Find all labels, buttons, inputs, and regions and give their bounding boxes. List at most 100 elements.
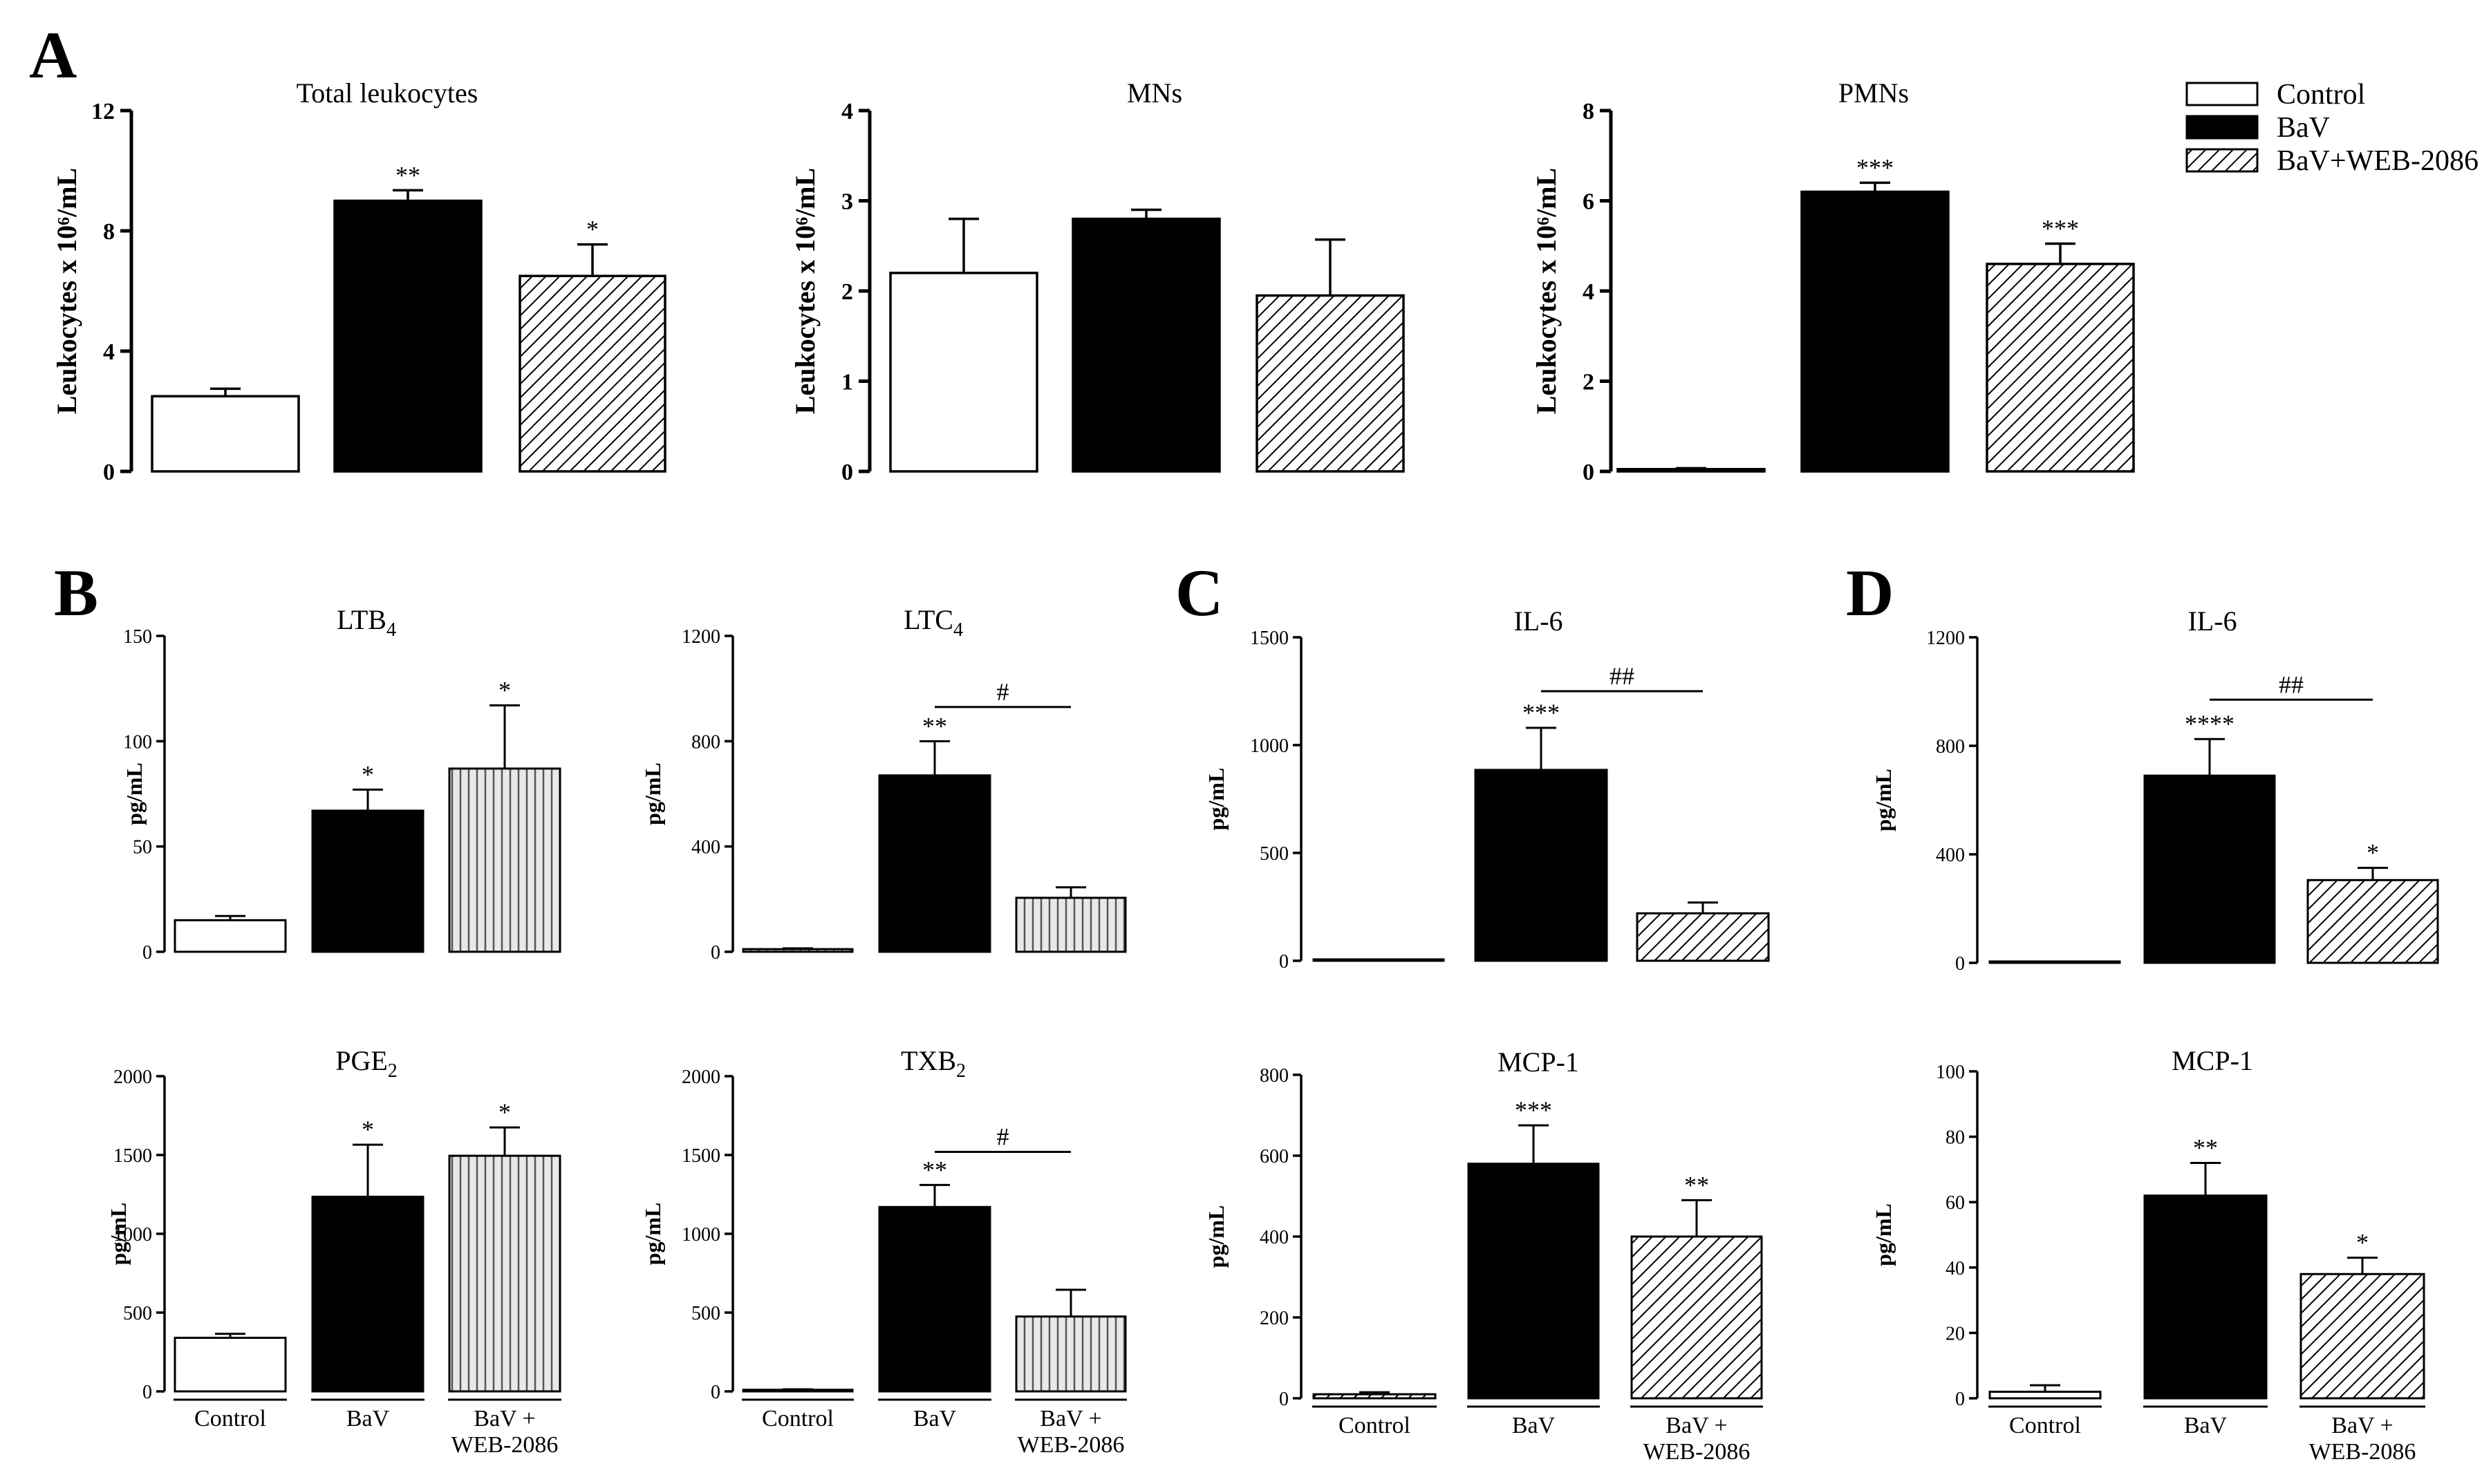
significance-marker: ** (1684, 1171, 1709, 1199)
bar-control (151, 395, 300, 473)
significance-marker: * (362, 1116, 374, 1143)
chart-title: MCP-1 (2172, 1045, 2253, 1076)
y-tick-label: 800 (1936, 736, 1965, 758)
y-tick-label: 20 (1946, 1323, 1965, 1344)
bar-bav (1800, 190, 1950, 473)
bracket-label: # (997, 1123, 1009, 1150)
y-axis-label: pg/mL (1871, 769, 1896, 832)
category-label: Control (194, 1406, 266, 1431)
category-label: BaV (1512, 1413, 1556, 1438)
significance-marker: * (498, 677, 511, 704)
y-tick-label: 600 (1260, 1146, 1289, 1167)
category-label: WEB-2086 (1018, 1432, 1125, 1458)
y-tick-label: 4 (1583, 279, 1594, 305)
y-tick-label: 1 (841, 370, 853, 395)
y-tick-label: 400 (1936, 845, 1965, 866)
y-tick-label: 0 (103, 460, 115, 485)
legend-item-bav-web: BaV+WEB-2086 (2185, 145, 2479, 177)
y-tick-label: 1500 (113, 1145, 152, 1167)
significance-marker: *** (1856, 153, 1894, 181)
bar-bav-web-2086 (448, 1154, 561, 1393)
category-label: BaV + (1665, 1413, 1727, 1438)
legend-label-bav-web: BaV+WEB-2086 (2277, 145, 2479, 177)
y-tick-label: 0 (1279, 951, 1289, 973)
bar-control (174, 1336, 287, 1393)
y-tick-label: 2 (1583, 370, 1594, 395)
chart-title: MNs (1127, 77, 1182, 109)
chart-title: Total leukocytes (297, 77, 478, 109)
category-label: Control (1338, 1413, 1410, 1438)
significance-marker: * (586, 216, 599, 243)
category-label: BaV + (474, 1406, 535, 1431)
chart-title: IL-6 (2187, 605, 2237, 637)
y-tick-label: 500 (123, 1303, 152, 1324)
y-axis-label: pg/mL (1204, 768, 1229, 831)
significance-marker: * (2356, 1229, 2369, 1257)
y-tick-label: 2 (841, 279, 853, 305)
legend-swatch-bav-web (2185, 148, 2259, 173)
category-label: BaV (913, 1406, 957, 1431)
bar-bav-web-2086 (2299, 1272, 2425, 1400)
chart-a1: 0 4 8 12 Total leukocytes Leukocytes x 10⁶/mL… (51, 77, 666, 485)
y-axis-label: Leukocytes x 10⁶/mL (51, 168, 82, 414)
bar-bav (2143, 1194, 2268, 1400)
y-tick-label: 400 (691, 837, 720, 858)
y-tick-label: 500 (1260, 843, 1289, 865)
bar-bav-web-2086 (1986, 263, 2135, 473)
chart-title: LTB4 (337, 604, 396, 641)
y-tick-label: 3 (841, 189, 853, 215)
bar-bav (311, 809, 424, 953)
y-tick-label: 4 (103, 339, 115, 365)
bar-bav (878, 1205, 991, 1393)
y-axis-label: pg/mL (640, 762, 665, 825)
y-tick-label: 500 (691, 1303, 720, 1324)
bar-bav (333, 199, 483, 473)
y-tick-label: 0 (711, 942, 720, 964)
y-tick-label: 0 (1279, 1389, 1289, 1410)
chart-a3: 0 2 4 6 8 PMNs Leukocytes x 10⁶/mL *** *** (1531, 77, 2135, 485)
y-tick-label: 200 (1260, 1308, 1289, 1329)
bar-bav (1467, 1163, 1600, 1400)
y-tick-label: 100 (123, 731, 152, 753)
bar-bav-web-2086 (448, 767, 561, 953)
chart-title: MCP-1 (1497, 1046, 1579, 1078)
y-tick-label: 0 (142, 942, 152, 964)
significance-marker: **** (2185, 710, 2234, 738)
y-tick-label: 0 (1955, 953, 1965, 975)
y-axis-label: pg/mL (1871, 1203, 1896, 1266)
y-tick-label: 1500 (682, 1145, 720, 1167)
category-label: WEB-2086 (451, 1432, 559, 1458)
significance-marker: ** (2193, 1134, 2218, 1161)
bar-bav-web-2086 (519, 274, 666, 473)
chart-title: PGE2 (335, 1045, 398, 1082)
chart-b4: 0 500 1000 1500 2000 TXB2 pg/mL ** # Control BaV Ba… (640, 1045, 1127, 1458)
bar-bav-web-2086 (1015, 1315, 1127, 1393)
bar-control (1988, 1391, 2102, 1400)
y-tick-label: 4 (841, 99, 853, 124)
bracket-label: ## (1609, 662, 1634, 690)
y-tick-label: 800 (1260, 1065, 1289, 1087)
y-tick-label: 1200 (682, 626, 720, 648)
chart-b1: 0 50 100 150 LTB4 pg/mL * * (122, 604, 561, 964)
bar-bav-web-2086 (1015, 896, 1127, 953)
y-tick-label: 400 (1260, 1227, 1289, 1248)
chart-title: TXB2 (901, 1045, 966, 1082)
panel-letter-a: A (29, 18, 77, 92)
bar-bav (1474, 769, 1608, 962)
significance-marker: ** (922, 712, 947, 740)
panel-letter-b: B (54, 556, 98, 630)
bar-bav (2143, 774, 2276, 964)
category-label: WEB-2086 (2309, 1439, 2416, 1465)
panel-letter-c: C (1175, 556, 1223, 630)
y-axis-label: pg/mL (640, 1203, 665, 1266)
y-tick-label: 800 (691, 731, 720, 753)
legend: Control BaV BaV+WEB-2086 (2185, 79, 2479, 177)
y-tick-label: 0 (142, 1382, 152, 1403)
y-tick-label: 2000 (113, 1067, 152, 1088)
category-label: Control (762, 1406, 834, 1431)
significance-marker: ** (922, 1156, 947, 1183)
y-tick-label: 1000 (113, 1224, 152, 1246)
